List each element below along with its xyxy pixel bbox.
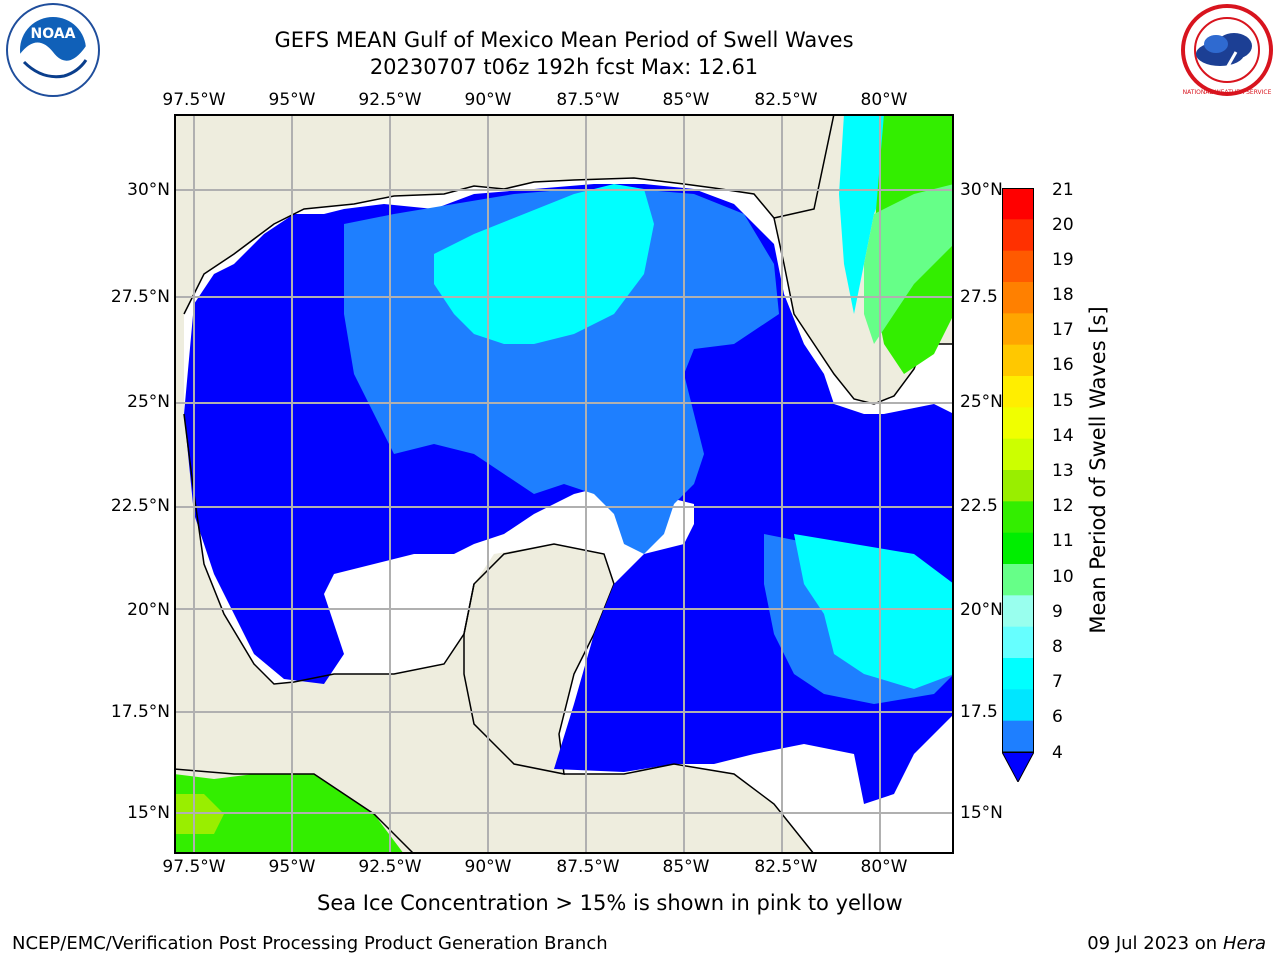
swell-period-map	[173, 113, 955, 855]
colorbar-extend-arrow	[1001, 751, 1035, 784]
lon-label-bottom: 80°W	[860, 857, 908, 877]
lat-label-left: 27.5°N	[110, 287, 170, 307]
lat-label-left: 25°N	[127, 392, 170, 412]
lon-label-bottom: 95°W	[268, 857, 316, 877]
colorbar-segment	[1002, 658, 1034, 690]
colorbar-segment	[1002, 313, 1034, 346]
colorbar-label: 4	[1052, 743, 1063, 763]
colorbar-segment	[1002, 407, 1034, 440]
lon-label-bottom: 87.5°W	[556, 857, 620, 877]
lat-label-right: 22.5	[960, 496, 998, 516]
colorbar-label: 20	[1052, 215, 1074, 235]
graticule	[174, 114, 954, 854]
lat-label-left: 30°N	[127, 180, 170, 200]
colorbar-segment	[1002, 595, 1034, 628]
colorbar-segment	[1002, 532, 1034, 565]
chart-title: GEFS MEAN Gulf of Mexico Mean Period of …	[274, 28, 854, 52]
lat-label-left: 20°N	[127, 600, 170, 620]
pacific-coastline	[173, 768, 415, 855]
lat-label-right: 25°N	[960, 392, 1003, 412]
nws-logo-text: NATIONAL WEATHER SERVICE	[1183, 89, 1272, 96]
colorbar-title: Mean Period of Swell Waves [s]	[1086, 306, 1110, 634]
swell-band-9s-atlantic	[864, 184, 954, 344]
colorbar-label: 9	[1052, 602, 1063, 622]
footer-date-text: 09 Jul 2023 on	[1087, 933, 1223, 954]
noaa-logo: NOAA	[2, 2, 104, 102]
lon-label-top: 87.5°W	[556, 90, 620, 110]
colorbar-segment	[1002, 282, 1034, 314]
gulf-coastline	[183, 177, 775, 315]
colorbar-segment	[1002, 438, 1034, 471]
colorbar-segment	[1002, 689, 1034, 722]
colorbar-label: 18	[1052, 285, 1074, 305]
colorbar-segment	[1002, 188, 1034, 220]
lon-label-top: 80°W	[860, 90, 908, 110]
lon-label-top: 95°W	[268, 90, 316, 110]
colorbar-segment	[1002, 564, 1034, 596]
footer-date: 09 Jul 2023 on Hera	[1087, 933, 1266, 954]
colorbar	[1001, 188, 1035, 784]
colorbar-segment	[1002, 376, 1034, 408]
colorbar-label: 13	[1052, 461, 1074, 481]
colorbar-label: 8	[1052, 637, 1063, 657]
colorbar-label: 15	[1052, 391, 1074, 411]
lon-label-top: 82.5°W	[754, 90, 818, 110]
footer-host: Hera	[1222, 933, 1266, 954]
colorbar-label: 16	[1052, 355, 1074, 375]
noaa-logo-text: NOAA	[31, 26, 76, 42]
colorbar-segment	[1002, 626, 1034, 659]
colorbar-label: 14	[1052, 426, 1074, 446]
colorbar-segment	[1002, 470, 1034, 502]
mexico-coastline	[183, 413, 475, 685]
yucatan-peninsula	[463, 543, 615, 775]
lon-label-bottom: 82.5°W	[754, 857, 818, 877]
lat-label-left: 17.5°N	[110, 702, 170, 722]
lat-label-right: 15°N	[960, 803, 1003, 823]
swell-band-6s-caribbean	[794, 534, 954, 689]
colorbar-segment	[1002, 720, 1034, 753]
colorbar-label: 17	[1052, 320, 1074, 340]
map-panel	[173, 113, 955, 855]
lon-label-top: 97.5°W	[162, 90, 226, 110]
lat-label-right: 20°N	[960, 600, 1003, 620]
colorbar-segment	[1002, 501, 1034, 534]
lon-label-top: 85°W	[662, 90, 710, 110]
lon-label-bottom: 92.5°W	[358, 857, 422, 877]
lon-label-top: 90°W	[464, 90, 512, 110]
sea-ice-note: Sea Ice Concentration > 15% is shown in …	[317, 891, 903, 915]
lat-label-right: 27.5	[960, 287, 998, 307]
map-frame	[174, 114, 954, 854]
colorbar-frame	[1002, 188, 1034, 753]
lat-label-left: 22.5°N	[110, 496, 170, 516]
lon-label-bottom: 90°W	[464, 857, 512, 877]
colorbar-label: 12	[1052, 496, 1074, 516]
colorbar-label: 7	[1052, 672, 1063, 692]
nws-logo: NATIONAL WEATHER SERVICE	[1176, 2, 1278, 102]
lat-label-left: 15°N	[127, 803, 170, 823]
lon-label-bottom: 97.5°W	[162, 857, 226, 877]
footer-credit: NCEP/EMC/Verification Post Processing Pr…	[12, 933, 608, 954]
lat-label-right: 30°N	[960, 180, 1003, 200]
lat-label-right: 17.5	[960, 702, 998, 722]
colorbar-label: 19	[1052, 250, 1074, 270]
colorbar-label: 6	[1052, 707, 1063, 727]
lon-label-top: 92.5°W	[358, 90, 422, 110]
colorbar-segment	[1002, 344, 1034, 377]
lon-label-bottom: 85°W	[662, 857, 710, 877]
colorbar-scale	[1001, 188, 1035, 784]
colorbar-label: 21	[1052, 180, 1074, 200]
colorbar-segment	[1002, 250, 1034, 283]
chart-subtitle: 20230707 t06z 192h fcst Max: 12.61	[369, 55, 759, 79]
colorbar-label: 10	[1052, 567, 1074, 587]
colorbar-segment	[1002, 219, 1034, 252]
colorbar-label: 11	[1052, 531, 1074, 551]
